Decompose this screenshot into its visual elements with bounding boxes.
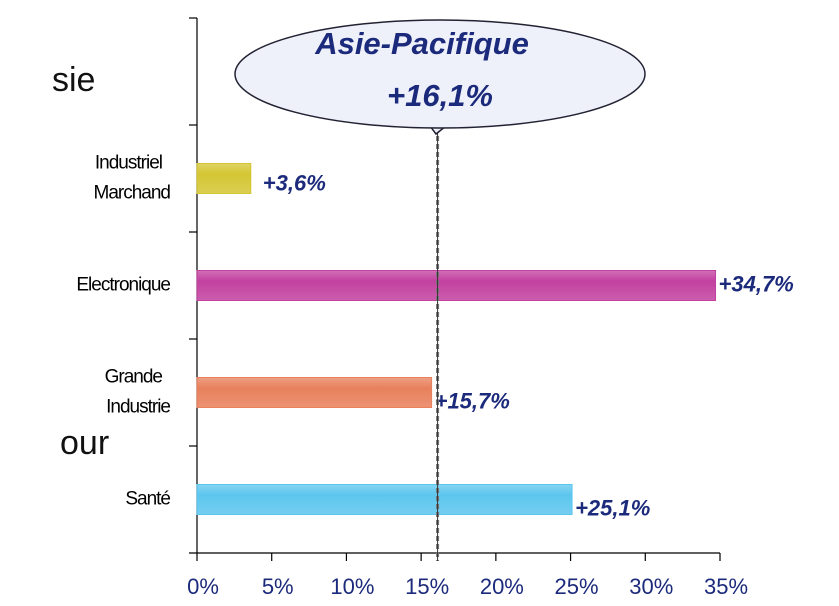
bar <box>196 377 433 408</box>
data-label: +34,7% <box>719 271 794 296</box>
background-text: our <box>60 424 109 462</box>
y-tick-label: Industriel Marchand <box>94 153 171 204</box>
bar <box>196 163 252 194</box>
data-label: +25,1% <box>575 495 650 520</box>
y-tick-label: Grande Industrie <box>105 367 171 418</box>
background-text: sie <box>52 61 95 99</box>
bar <box>196 484 573 515</box>
x-tick-label: 5% <box>262 574 294 599</box>
bar <box>196 270 717 301</box>
x-tick-label: 15% <box>405 574 449 599</box>
data-label: +3,6% <box>263 170 326 195</box>
y-tick-label: Electronique <box>76 275 170 296</box>
x-tick-label: 0% <box>187 574 219 599</box>
x-tick-label: 30% <box>629 574 673 599</box>
callout-title: Asie-Pacifique <box>314 26 529 61</box>
x-tick-label: 35% <box>704 574 748 599</box>
y-tick-label: Santé <box>125 489 170 510</box>
callout-bubble <box>234 19 646 129</box>
x-tick-label: 10% <box>330 574 374 599</box>
data-label: +15,7% <box>435 388 510 413</box>
callout-value: +16,1% <box>387 78 493 113</box>
x-tick-label: 25% <box>555 574 599 599</box>
x-tick-label: 20% <box>480 574 524 599</box>
